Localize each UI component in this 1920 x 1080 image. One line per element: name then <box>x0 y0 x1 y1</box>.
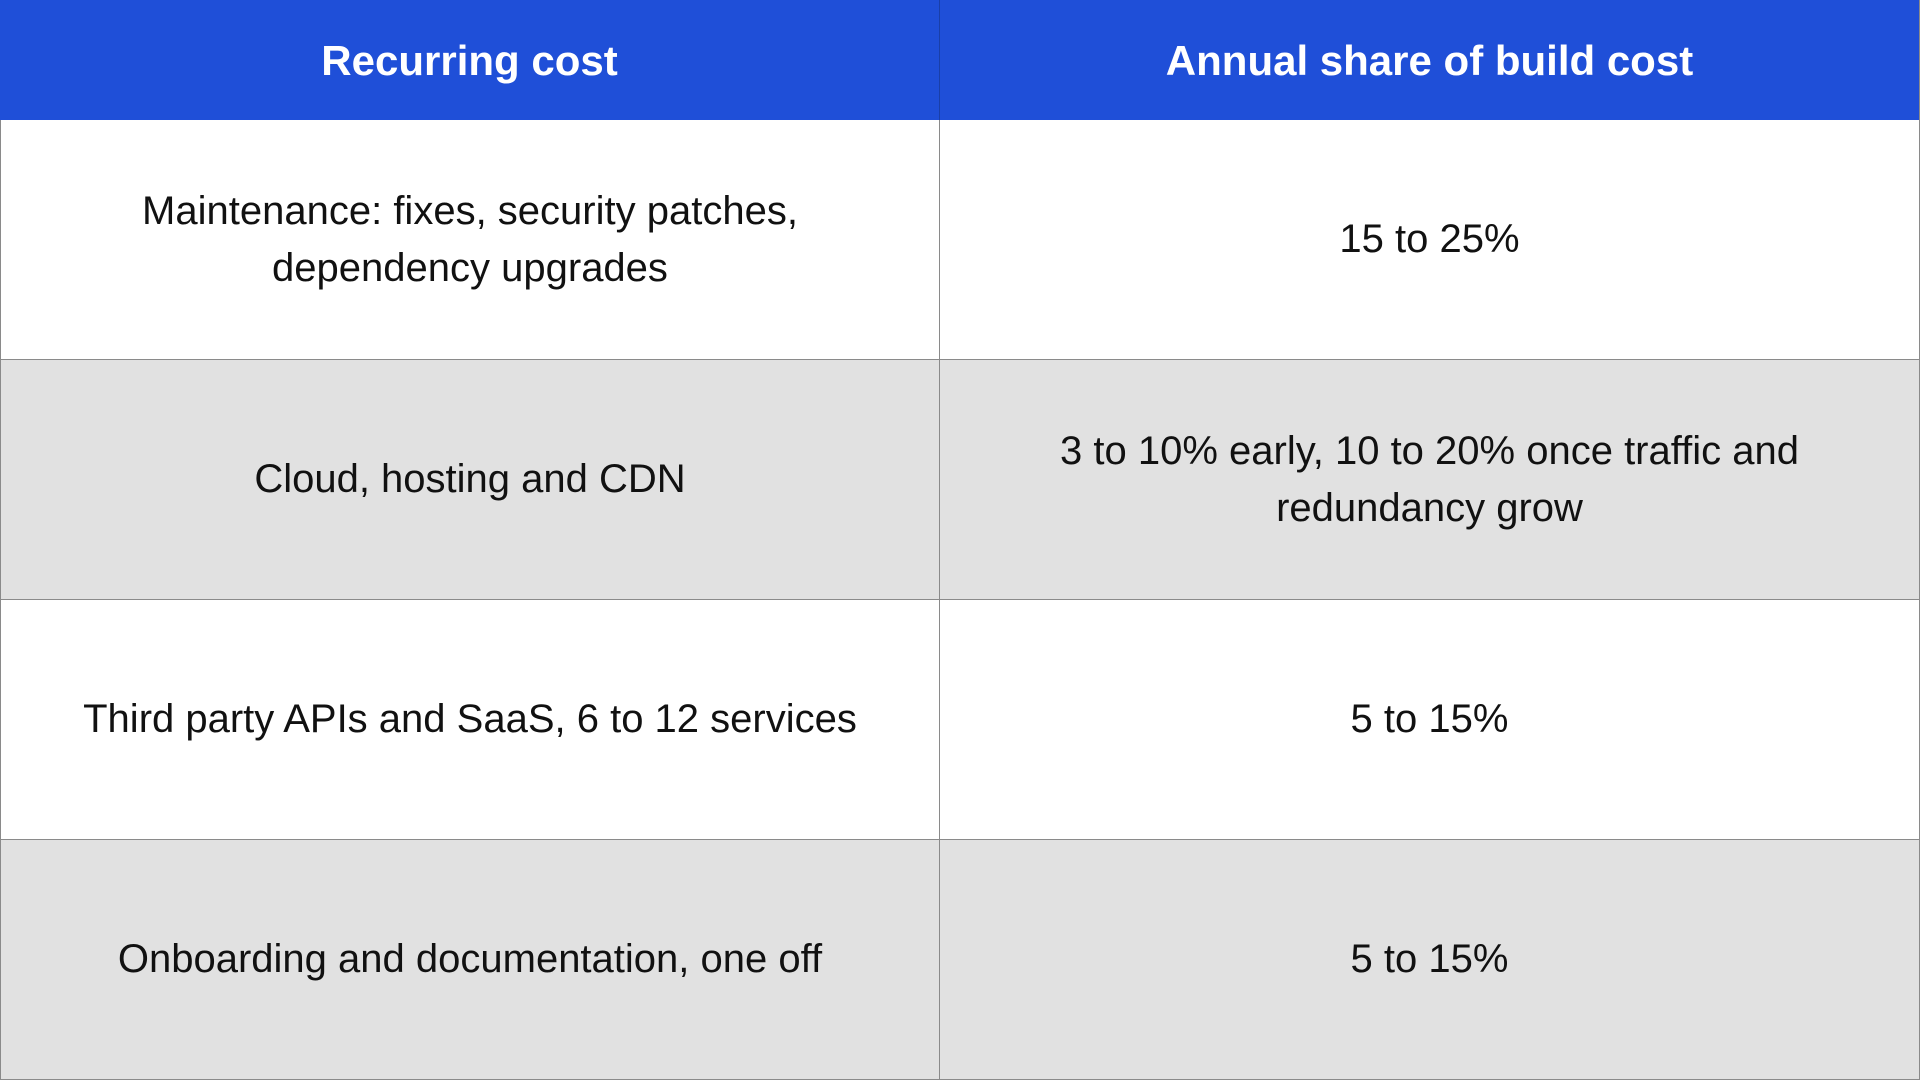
table-row-share-cell: 5 to 15% <box>940 600 1920 840</box>
table-row-share-cell: 5 to 15% <box>940 840 1920 1080</box>
header-recurring-cost: Recurring cost <box>0 0 940 120</box>
table-row-share-cell: 3 to 10% early, 10 to 20% once traffic a… <box>940 360 1920 600</box>
share-value: 5 to 15% <box>1350 697 1509 741</box>
header-label: Annual share of build cost <box>1165 36 1694 84</box>
table-row-cost-cell: Onboarding and documentation, one off <box>0 840 940 1080</box>
table-row-cost-cell: Third party APIs and SaaS, 6 to 12 servi… <box>0 600 940 840</box>
table-row-share-cell: 15 to 25% <box>940 120 1920 360</box>
header-annual-share: Annual share of build cost <box>940 0 1920 120</box>
cost-label: Cloud, hosting and CDN <box>254 457 686 501</box>
table-row-cost-cell: Maintenance: fixes, security patches, de… <box>0 120 940 360</box>
cost-label: Onboarding and documentation, one off <box>117 937 823 981</box>
header-label: Recurring cost <box>321 36 618 84</box>
table-row-cost-cell: Cloud, hosting and CDN <box>0 360 940 600</box>
cost-label: Third party APIs and SaaS, 6 to 12 servi… <box>83 697 857 741</box>
cost-label: Maintenance: fixes, security patches, de… <box>142 188 798 290</box>
share-value: 15 to 25% <box>1339 217 1520 261</box>
share-value: 5 to 15% <box>1350 937 1509 981</box>
share-value: 3 to 10% early, 10 to 20% once traffic a… <box>1060 428 1799 530</box>
